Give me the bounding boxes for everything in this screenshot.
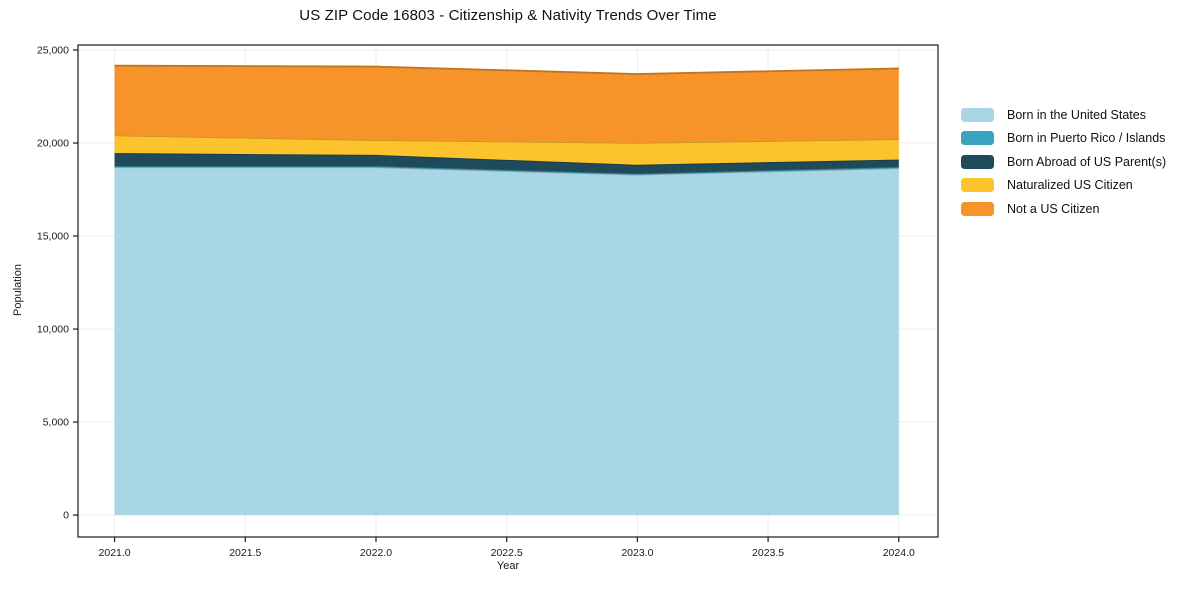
stacked-area-chart: 2021.0 2021.5 2022.0 2022.5 2023.0 2023.5 2024… <box>37 44 939 559</box>
x-tick-label: 2021.5 <box>229 547 261 559</box>
legend-swatch <box>961 131 994 146</box>
area-born-in-the-united-states <box>114 167 899 516</box>
legend: Born in the United States Born in Puerto … <box>961 103 1166 221</box>
x-tick-label: 2023.0 <box>621 547 653 559</box>
legend-label: Born Abroad of US Parent(s) <box>1007 154 1167 169</box>
legend-swatch <box>961 201 994 216</box>
chart-title: US ZIP Code 16803 - Citizenship & Nativi… <box>299 7 717 24</box>
legend-swatch <box>961 107 994 122</box>
y-tick-label: 15,000 <box>37 231 69 243</box>
y-tick-label: 5,000 <box>43 417 69 429</box>
legend-item: Born in Puerto Rico / Islands <box>961 127 1166 151</box>
area-born-abroad-of-us-parent-s- <box>114 153 899 174</box>
legend-swatch <box>961 178 994 193</box>
x-tick-label: 2021.0 <box>99 547 131 559</box>
y-axis-label: Population <box>12 264 24 316</box>
legend-label: Not a US Citizen <box>1007 201 1100 216</box>
legend-swatch <box>961 154 994 169</box>
x-tick-label: 2022.5 <box>491 547 523 559</box>
legend-item: Not a US Citizen <box>961 197 1166 221</box>
plot-frame <box>77 44 939 538</box>
area-edge <box>114 64 899 75</box>
x-axis-label: Year <box>496 560 520 572</box>
legend-label: Born in Puerto Rico / Islands <box>1007 131 1166 146</box>
legend-item: Naturalized US Citizen <box>961 174 1166 198</box>
y-tick-label: 0 <box>63 510 69 522</box>
y-tick-label: 25,000 <box>37 45 69 57</box>
x-tick-label: 2023.5 <box>752 547 784 559</box>
y-tick-label: 20,000 <box>37 138 69 150</box>
area-not-a-us-citizen <box>114 65 899 143</box>
y-tick-label: 10,000 <box>37 324 69 336</box>
legend-item: Born in the United States <box>961 103 1166 127</box>
legend-item: Born Abroad of US Parent(s) <box>961 150 1166 174</box>
legend-label: Born in the United States <box>1007 107 1146 122</box>
legend-label: Naturalized US Citizen <box>1007 178 1133 193</box>
x-tick-label: 2024.0 <box>883 547 915 559</box>
x-tick-label: 2022.0 <box>360 547 392 559</box>
